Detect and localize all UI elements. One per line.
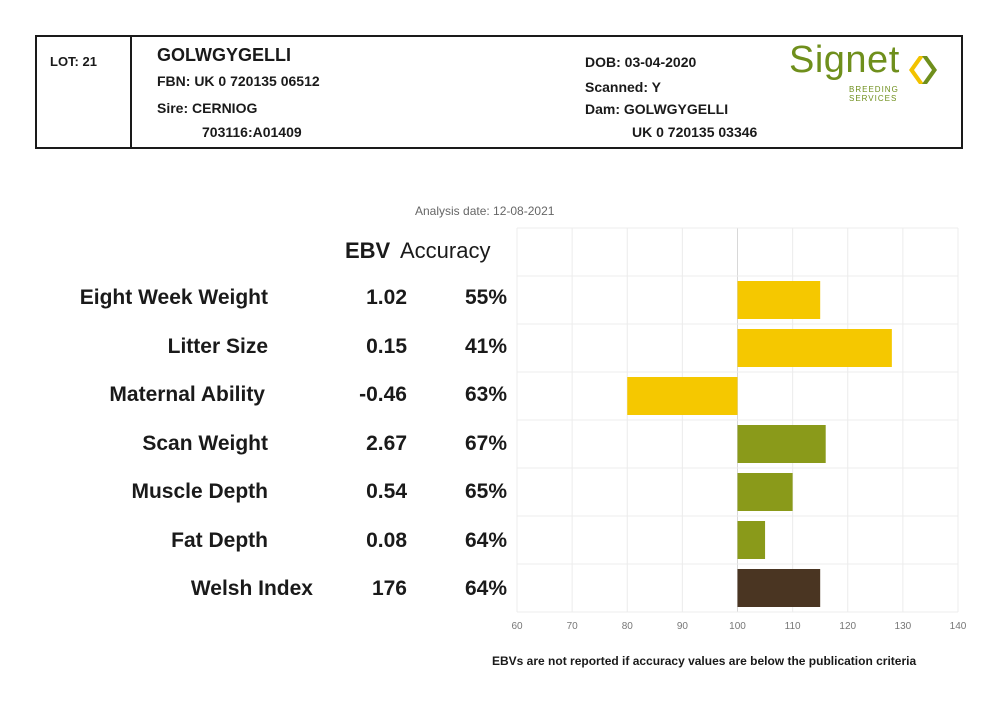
x-tick-label: 70 (567, 621, 579, 632)
lot-number: LOT: 21 (50, 54, 97, 69)
row-ebv-value: 0.54 (366, 480, 407, 503)
bar-eight-week-weight (737, 281, 821, 319)
analysis-date: Analysis date: 12-08-2021 (415, 204, 555, 218)
ebv-column-header: EBV (345, 238, 391, 263)
row-label: Scan Weight (142, 431, 268, 455)
logo-wordmark: Signet (789, 39, 900, 81)
dam-id: UK 0 720135 03346 (632, 124, 758, 140)
row-accuracy-value: 63% (464, 383, 507, 406)
row-ebv-value: 176 (371, 577, 407, 600)
row-ebv-value: 0.08 (366, 528, 407, 552)
x-tick-label: 130 (895, 621, 912, 632)
logo-subtitle: BREEDING SERVICES (849, 85, 899, 103)
x-tick-label: 100 (729, 621, 746, 632)
dam-name: Dam: GOLWGYGELLI (585, 101, 729, 117)
bar-fat-depth (737, 521, 766, 559)
scanned-status: Scanned: Y (585, 79, 661, 95)
x-tick-label: 140 (950, 621, 967, 632)
flock-book-number: FBN: UK 0 720135 06512 (157, 73, 320, 89)
bar-muscle-depth (737, 473, 793, 511)
row-accuracy-value: 64% (464, 528, 507, 552)
animal-header: LOT: 21 GOLWGYGELLI FBN: UK 0 720135 065… (35, 35, 963, 149)
row-accuracy-value: 41% (464, 334, 507, 358)
bar-scan-weight (737, 425, 826, 463)
x-tick-label: 110 (785, 621, 801, 632)
bar-litter-size (737, 329, 892, 367)
animal-name: GOLWGYGELLI (157, 45, 291, 65)
bar-welsh-index (737, 569, 821, 607)
row-accuracy-value: 65% (464, 480, 507, 503)
row-label: Litter Size (167, 334, 268, 358)
x-tick-label: 120 (839, 621, 856, 632)
sire-id: 703116:A01409 (202, 124, 302, 140)
row-label: Fat Depth (171, 528, 268, 552)
bar-maternal-ability (627, 377, 738, 415)
date-of-birth: DOB: 03-04-2020 (585, 54, 697, 70)
accuracy-column-header: Accuracy (400, 238, 491, 263)
row-label: Eight Week Weight (79, 286, 268, 309)
row-ebv-value: 0.15 (366, 334, 407, 358)
row-accuracy-value: 55% (464, 286, 507, 309)
row-accuracy-value: 67% (464, 431, 507, 455)
x-tick-label: 80 (622, 621, 634, 632)
sire-name: Sire: CERNIOG (157, 100, 258, 116)
row-accuracy-value: 64% (464, 577, 507, 600)
lot-cell: LOT: 21 (37, 37, 132, 147)
logo-chevron-icon (909, 56, 937, 84)
row-ebv-value: 2.67 (366, 431, 407, 455)
x-tick-label: 90 (677, 621, 689, 632)
row-ebv-value: 1.02 (366, 286, 407, 309)
row-label: Muscle Depth (131, 480, 268, 503)
row-label: Welsh Index (190, 577, 313, 600)
signet-logo: Signet BREEDING SERVICES (789, 39, 949, 103)
row-label: Maternal Ability (109, 383, 265, 406)
row-ebv-value: -0.46 (359, 383, 407, 406)
publication-footnote: EBVs are not reported if accuracy values… (492, 654, 917, 668)
x-tick-label: 60 (511, 621, 523, 632)
